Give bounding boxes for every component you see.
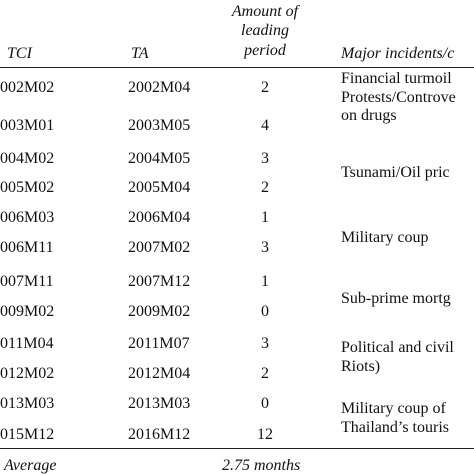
incident-text: Riots) [341, 358, 381, 375]
tci-cell: 011M04 [0, 335, 54, 352]
tci-cell: 006M11 [0, 239, 54, 256]
ta-cell: 2007M12 [128, 273, 191, 290]
ta-cell: 2012M04 [128, 365, 191, 382]
ta-cell: 2011M07 [128, 335, 190, 352]
tci-cell: 007M11 [0, 273, 54, 290]
amount-cell: 2 [261, 365, 269, 382]
tci-cell: 002M02 [0, 79, 55, 96]
amount-cell: 0 [261, 395, 269, 412]
ta-cell: 2009M02 [128, 303, 191, 320]
header-tci: TCI [7, 45, 32, 62]
tci-cell: 009M02 [0, 303, 55, 320]
incident-text: on drugs [341, 107, 397, 124]
incident-text: Political and civil [341, 339, 454, 356]
amount-cell: 3 [261, 150, 269, 167]
amount-cell: 1 [261, 273, 269, 290]
incident-text: Military coup [341, 229, 429, 246]
average-label: Average [4, 457, 57, 474]
header-amount-line1: Amount of [231, 3, 299, 20]
amount-cell: 2 [261, 179, 269, 196]
footer-rule [0, 448, 474, 449]
ta-cell: 2003M05 [128, 117, 191, 134]
header-incidents: Major incidents/c [341, 45, 455, 62]
amount-cell: 4 [261, 117, 269, 134]
amount-cell: 1 [261, 209, 269, 226]
ta-cell: 2013M03 [128, 395, 191, 412]
tci-cell: 012M02 [0, 365, 55, 382]
incident-text: Military coup of [341, 400, 446, 417]
header-amount-line3: period [244, 42, 286, 59]
incident-text: Financial turmoil [341, 70, 452, 87]
incident-text: Tsunami/Oil pric [341, 164, 450, 181]
ta-cell: 2006M04 [128, 209, 191, 226]
amount-cell: 2 [261, 79, 269, 96]
tci-cell: 006M03 [0, 209, 55, 226]
tci-cell: 005M02 [0, 179, 55, 196]
incident-text: Protests/Controve [341, 89, 456, 106]
header-amount-line2: leading [241, 22, 289, 39]
amount-cell: 3 [261, 239, 269, 256]
ta-cell: 2005M04 [128, 179, 191, 196]
tci-cell: 015M12 [0, 426, 55, 443]
header-ta: TA [131, 45, 149, 62]
incident-text: Thailand’s touris [341, 419, 449, 436]
incident-text: Sub-prime mortg [341, 290, 451, 307]
amount-cell: 0 [261, 303, 269, 320]
ta-cell: 2004M05 [128, 150, 191, 167]
ta-cell: 2016M12 [128, 426, 191, 443]
tci-cell: 013M03 [0, 395, 55, 412]
average-value: 2.75 months [222, 457, 301, 474]
tci-cell: 004M02 [0, 150, 55, 167]
ta-cell: 2002M04 [128, 79, 191, 96]
ta-cell: 2007M02 [128, 239, 191, 256]
header-rule [0, 67, 474, 68]
amount-cell: 12 [257, 426, 273, 443]
tci-cell: 003M01 [0, 117, 55, 134]
amount-cell: 3 [261, 335, 269, 352]
